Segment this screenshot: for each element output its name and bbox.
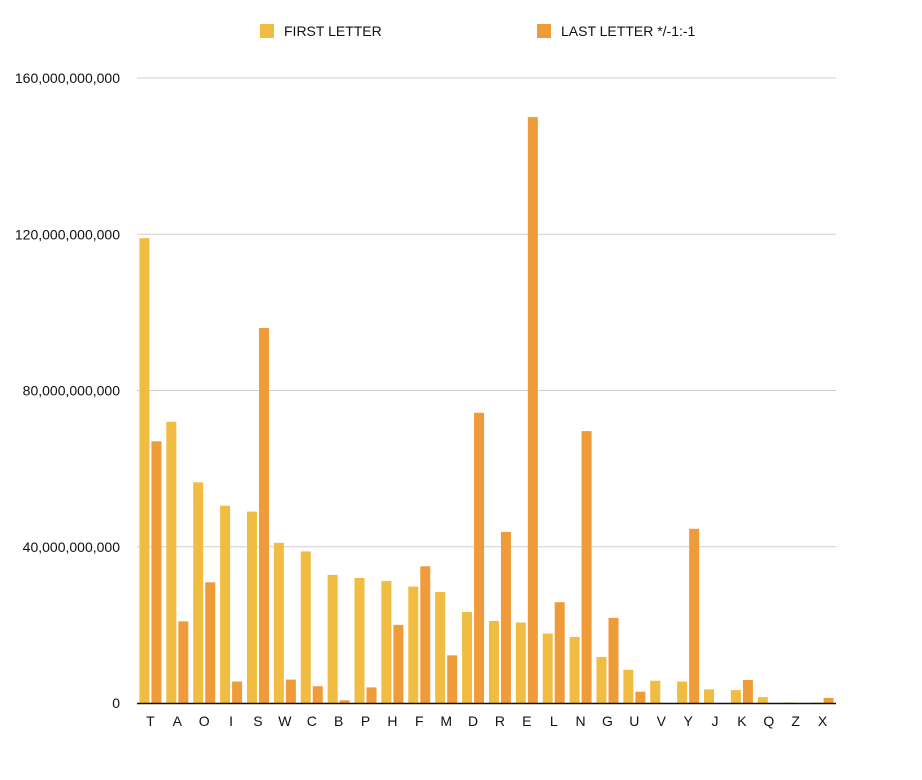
y-tick-label: 120,000,000,000 (15, 226, 120, 242)
legend-swatch-first-letter (260, 24, 274, 38)
bar-last-letter (474, 412, 485, 703)
x-tick-label: S (253, 713, 262, 729)
bar-last-letter (500, 531, 511, 703)
x-tick-label: C (307, 713, 317, 729)
bar-first-letter (596, 656, 607, 703)
legend-item-first-letter: FIRST LETTER (260, 23, 382, 39)
bar-first-letter (730, 690, 741, 703)
bar-last-letter (312, 686, 323, 703)
bar-first-letter (462, 611, 473, 703)
bar-last-letter (554, 602, 565, 703)
x-tick-label: M (440, 713, 452, 729)
x-tick-label: Z (791, 713, 800, 729)
x-tick-label: F (415, 713, 424, 729)
x-tick-label: T (146, 713, 155, 729)
x-tick-label: I (229, 713, 233, 729)
x-tick-label: E (522, 713, 531, 729)
legend-item-last-letter: LAST LETTER */-1:-1 (537, 23, 696, 39)
bar-first-letter (246, 511, 257, 703)
x-tick-label: P (361, 713, 370, 729)
bar-last-letter (232, 681, 243, 703)
bar-last-letter (823, 697, 834, 703)
bar-first-letter (757, 697, 768, 703)
bar-first-letter (650, 680, 661, 703)
x-tick-label: H (387, 713, 397, 729)
bar-first-letter (139, 238, 150, 703)
y-axis-ticks: 0 40,000,000,000 80,000,000,000 120,000,000… (15, 70, 120, 711)
x-tick-label: O (199, 713, 210, 729)
bar-last-letter (339, 700, 350, 703)
x-tick-label: A (173, 713, 183, 729)
bar-first-letter (569, 636, 580, 703)
bar-last-letter (608, 617, 619, 703)
bar-last-letter (527, 117, 538, 703)
bar-last-letter (742, 679, 753, 703)
x-tick-label: R (495, 713, 505, 729)
x-tick-label: K (737, 713, 747, 729)
bar-first-letter (220, 505, 231, 703)
bar-first-letter (623, 669, 634, 703)
x-tick-label: B (334, 713, 343, 729)
y-tick-label: 160,000,000,000 (15, 70, 120, 86)
bar-last-letter (151, 441, 162, 703)
bar-last-letter (366, 687, 377, 703)
x-tick-label: X (818, 713, 828, 729)
bar-last-letter (285, 679, 296, 703)
x-tick-label: U (629, 713, 639, 729)
bar-last-letter (689, 528, 700, 703)
x-tick-label: G (602, 713, 613, 729)
legend-label-last-letter: LAST LETTER */-1:-1 (561, 23, 696, 39)
x-tick-label: N (576, 713, 586, 729)
bar-last-letter (581, 431, 592, 703)
bar-last-letter (447, 655, 458, 703)
bar-first-letter (515, 622, 526, 703)
x-tick-label: L (550, 713, 558, 729)
bar-first-letter (677, 681, 688, 703)
x-tick-label: Q (763, 713, 774, 729)
legend-label-first-letter: FIRST LETTER (284, 23, 382, 39)
y-tick-label: 80,000,000,000 (23, 383, 121, 399)
bar-first-letter (542, 633, 553, 703)
gridlines (137, 77, 836, 548)
bar-first-letter (166, 421, 177, 703)
bar-last-letter (393, 624, 404, 703)
x-tick-label: Y (683, 713, 693, 729)
bar-first-letter (327, 574, 338, 703)
bar-last-letter (205, 582, 216, 703)
y-tick-label: 0 (112, 695, 120, 711)
x-tick-label: V (657, 713, 667, 729)
bar-last-letter (258, 328, 269, 703)
x-tick-label: D (468, 713, 478, 729)
bar-first-letter (704, 689, 715, 703)
bar-last-letter (178, 621, 189, 703)
bar-first-letter (273, 542, 284, 703)
x-tick-label: W (278, 713, 292, 729)
bar-first-letter (193, 482, 204, 703)
legend-swatch-last-letter (537, 24, 551, 38)
y-tick-label: 40,000,000,000 (23, 539, 121, 555)
bar-first-letter (408, 586, 419, 703)
x-tick-label: J (712, 713, 719, 729)
bar-last-letter (420, 566, 431, 703)
bar-first-letter (435, 592, 446, 703)
bar-first-letter (354, 578, 365, 703)
bar-first-letter (488, 620, 499, 703)
bars (139, 117, 834, 703)
bar-first-letter (300, 551, 311, 703)
chart-legend: FIRST LETTER LAST LETTER */-1:-1 (260, 23, 696, 39)
bar-last-letter (635, 691, 646, 703)
bar-first-letter (381, 581, 392, 703)
